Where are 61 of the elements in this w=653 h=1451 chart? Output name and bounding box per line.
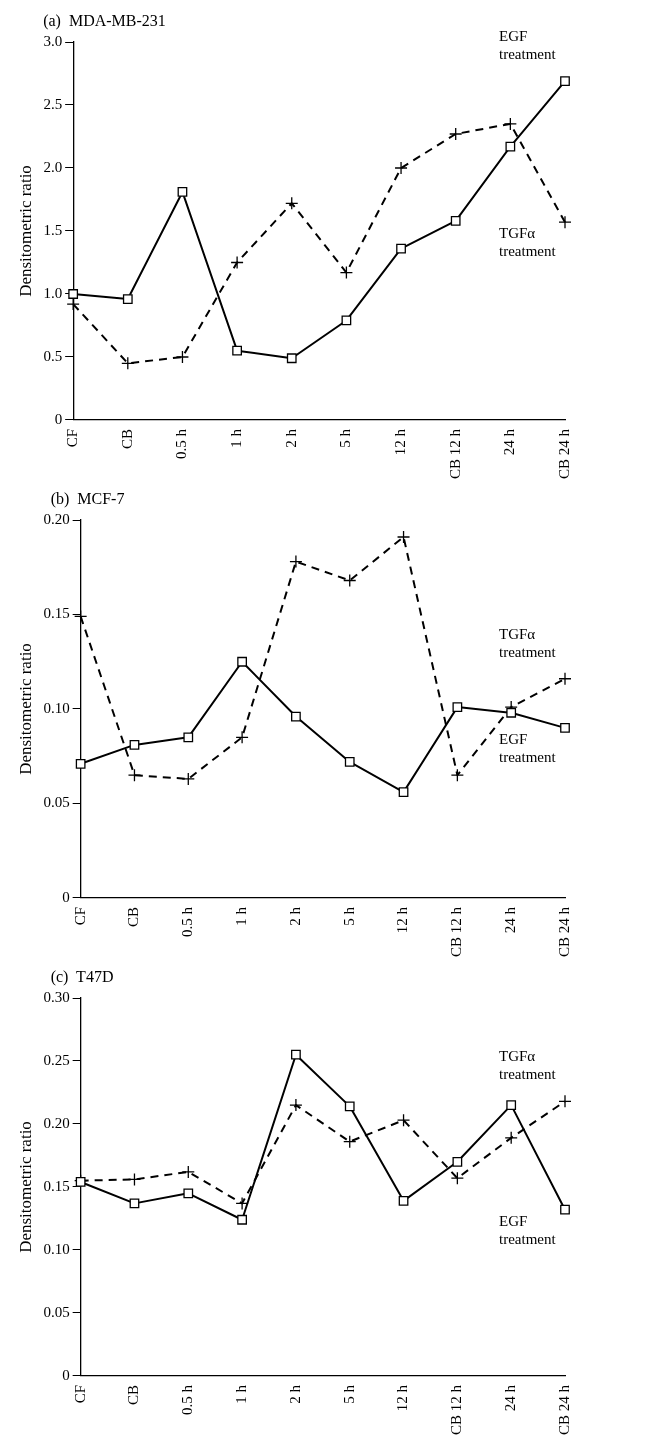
chart-title: (a) MDA-MB-231 <box>43 12 166 31</box>
x-tick-label: 0.5 h <box>173 428 190 459</box>
x-tick-label: 2 h <box>286 1384 303 1404</box>
y-tick-label: 0.05 <box>43 1303 70 1320</box>
x-tick-label: CB <box>125 906 142 928</box>
y-tick-label: 1.5 <box>43 221 63 238</box>
x-tick-label: 24 h <box>501 428 518 456</box>
x-tick-label: CB 24 h <box>555 906 572 958</box>
x-tick-label: 1 h <box>228 428 245 448</box>
y-tick-label: 0 <box>62 1366 70 1383</box>
x-tick-label: 12 h <box>394 1384 411 1412</box>
x-tick-label: CB <box>125 1384 142 1406</box>
series-label: TGFα treatment <box>499 225 557 260</box>
x-tick-label: CF <box>64 428 81 448</box>
y-tick-label: 0.10 <box>43 1240 70 1257</box>
x-tick-label: CB 12 h <box>446 428 463 480</box>
x-tick-label: CB 24 h <box>555 1384 572 1436</box>
y-tick-label: 0.05 <box>43 794 70 811</box>
y-tick-label: 0.10 <box>43 699 70 716</box>
x-tick-label: 0.5 h <box>179 1384 196 1415</box>
x-tick-label: 24 h <box>502 906 519 934</box>
x-tick-label: 2 h <box>286 906 303 926</box>
series-label: EGF treatment <box>499 730 557 765</box>
x-tick-label: 2 h <box>282 428 299 448</box>
y-tick-label: 0.20 <box>43 1114 70 1131</box>
y-tick-label: 2.0 <box>43 158 63 175</box>
y-tick-label: 0 <box>54 410 63 427</box>
y-tick-label: 0.5 <box>43 347 63 364</box>
x-tick-label: 12 h <box>391 428 408 456</box>
x-tick-label: CB 12 h <box>448 1384 465 1436</box>
series-label: EGF treatment <box>499 1212 557 1247</box>
chart-title: (c) T47D <box>50 968 114 987</box>
y-tick-label: 0.30 <box>43 988 70 1005</box>
y-tick-label: 0.25 <box>43 1051 70 1068</box>
y-tick-label: 0.15 <box>43 1177 70 1194</box>
x-tick-label: 5 h <box>340 1384 357 1404</box>
series-label: TGFα treatment <box>499 1048 557 1083</box>
series-label: EGF treatment <box>499 28 557 62</box>
chart-title: (b) MCF-7 <box>50 490 125 509</box>
x-tick-label: 1 h <box>233 906 250 926</box>
x-tick-label: 5 h <box>337 428 354 448</box>
y-tick-label: 0.15 <box>43 605 70 622</box>
x-tick-label: 24 h <box>502 1384 519 1412</box>
y-axis-title: Densitometric ratio <box>15 165 35 297</box>
y-tick-label: 0.20 <box>43 510 70 527</box>
y-tick-label: 2.5 <box>43 95 63 112</box>
x-tick-label: CF <box>71 1384 88 1404</box>
x-tick-label: 5 h <box>340 906 357 926</box>
x-tick-label: 1 h <box>233 1384 250 1404</box>
x-tick-label: CB 24 h <box>555 428 572 480</box>
y-axis-title: Densitometric ratio <box>15 643 35 775</box>
x-tick-label: CB <box>118 428 135 450</box>
x-tick-label: CF <box>71 906 88 926</box>
y-tick-label: 0 <box>62 888 70 905</box>
x-tick-label: CB 12 h <box>448 906 465 958</box>
y-axis-title: Densitometric ratio <box>15 1121 35 1253</box>
series-label: TGFα treatment <box>499 625 557 660</box>
x-tick-label: 0.5 h <box>179 906 196 937</box>
x-tick-label: 12 h <box>394 906 411 934</box>
y-tick-label: 1.0 <box>43 284 63 301</box>
y-tick-label: 3.0 <box>43 32 63 49</box>
